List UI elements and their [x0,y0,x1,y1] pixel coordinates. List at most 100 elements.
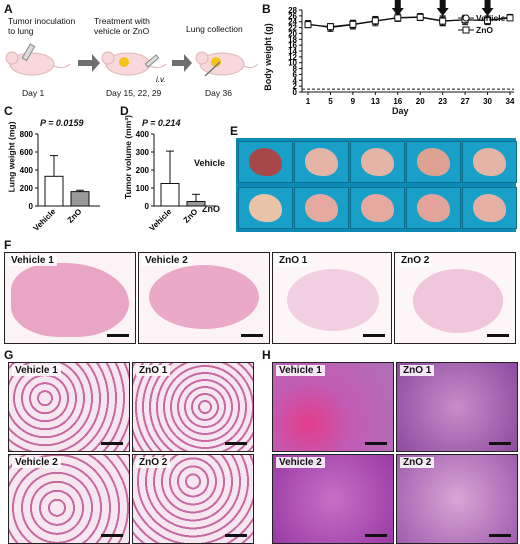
x-tick-label: 5 [328,97,333,106]
data-point [484,17,492,25]
panel-g: Vehicle 1 ZnO 1 Vehicle 2 ZnO 2 [8,362,254,544]
histology-image-h3: Vehicle 2 [272,454,394,544]
panel-label-a: A [4,2,13,16]
histology-image-g1: Vehicle 1 [8,362,130,452]
mouse-icon-3 [195,51,259,77]
x-tick-label: 13 [371,97,380,106]
histology-image-g3: Vehicle 2 [8,454,130,544]
panel-c: Lung weight (mg) P = 0.0159 0 200 400 600 80… [0,104,116,234]
route-text: i.v. [156,75,166,84]
panel-label-d: D [120,104,129,118]
x-tick-label: 9 [351,97,356,106]
panel-e: Vehicle ZnO [194,138,518,234]
step3-day: Day 36 [205,88,232,98]
step3-title: Lung collection [186,24,243,34]
panel-f: Vehicle 1 Vehicle 2 ZnO 1 ZnO 2 [4,252,516,344]
x-tick-label: 34 [506,97,515,106]
histology-image-g2: ZnO 1 [132,362,254,452]
legend-vehicle: Vehicle [458,12,518,24]
data-point [416,13,424,21]
histology-image-f3: ZnO 1 [272,252,392,344]
histology-image-f1: Vehicle 1 [4,252,136,344]
step2-title: Treatment with vehicle or ZnO [94,16,150,36]
step1-title: Tumor inoculation to lung [8,16,76,36]
panel-h: Vehicle 1 ZnO 1 Vehicle 2 ZnO 2 [272,362,518,544]
arrow-icon-1 [78,54,100,72]
scale-bar [107,334,129,337]
f-label: ZnO 1 [276,255,311,266]
y-tick-label: 800 [20,130,34,139]
lung-photo [406,141,461,183]
data-point [439,17,447,25]
panel-label-e: E [230,124,239,138]
category-label: Vehicle [148,207,174,233]
c-annotation: P = 0.0159 [40,118,84,128]
d-annotation: P = 0.214 [142,118,181,128]
histology-image-f4: ZnO 2 [394,252,516,344]
lung-photo [238,187,293,229]
scale-bar [365,442,387,445]
g-label: Vehicle 1 [12,365,61,376]
g-label: ZnO 1 [136,365,171,376]
y-tick-label: 200 [20,184,34,193]
g-label: Vehicle 2 [12,457,61,468]
f-label: Vehicle 2 [142,255,191,266]
y-tick-label: 24 [288,18,297,27]
scale-bar [365,534,387,537]
h-label: ZnO 1 [400,365,435,376]
scale-bar [101,534,123,537]
y-tick-label: 600 [20,148,34,157]
bar [70,191,90,207]
y-tick-label: 0 [293,88,298,97]
legend-zno-label: ZnO [476,25,493,35]
step2-day: Day 15, 22, 29 [106,88,162,98]
lung-photo [350,187,405,229]
mouse-icon-2 [101,51,167,76]
x-tick-label: 23 [438,97,447,106]
category-label: Vehicle [32,207,58,233]
mouse-icon-1 [5,43,71,76]
y-tick-label: 8 [293,65,298,74]
panel-label-g: G [4,348,14,362]
scale-bar [241,334,263,337]
arrow-icon-2 [172,54,192,72]
scale-bar [487,334,509,337]
y-tick-label: 6 [293,70,298,79]
y-tick-label: 0 [145,202,150,211]
legend-square-icon [458,26,474,34]
treatment-arrow-icon [481,0,494,16]
scale-bar [489,442,511,445]
y-tick-label: 0 [29,202,34,211]
y-tick-label: 28 [288,6,297,15]
panel-b: Body weight (g) Day 0 2 4 6 8 10 12 14 16 18 20 22 2… [262,0,520,120]
treatment-arrow-icon [436,0,449,16]
histology-image-h1: Vehicle 1 [272,362,394,452]
data-point [371,17,379,25]
scale-bar [225,534,247,537]
lung-photo [406,187,461,229]
h-label: ZnO 2 [400,457,435,468]
tumor-volume-chart: 0 100 200 300 400 Vehicle ZnO [136,130,216,233]
y-tick-label: 200 [136,166,150,175]
y-tick-label: 400 [20,166,34,175]
panel-label-f: F [4,238,12,252]
lung-photo [462,187,517,229]
lung-photo [462,141,517,183]
histology-image-f2: Vehicle 2 [138,252,270,344]
panel-label-c: C [4,104,13,118]
y-tick-label: 22 [288,24,297,33]
data-point [326,23,334,31]
histology-image-h4: ZnO 2 [396,454,518,544]
histology-image-h2: ZnO 1 [396,362,518,452]
h-label: Vehicle 2 [276,457,325,468]
y-tick-label: 300 [136,148,150,157]
h-label: Vehicle 1 [276,365,325,376]
lung-photo [238,141,293,183]
category-label: ZnO [182,207,200,225]
e-row-vehicle: Vehicle [194,158,226,168]
scale-bar [363,334,385,337]
lung-photo [294,187,349,229]
y-tick-label: 26 [288,12,297,21]
data-point [349,20,357,28]
panel-d: Tumor volume (mm³) P = 0.214 0 100 200 300 4… [116,104,232,234]
